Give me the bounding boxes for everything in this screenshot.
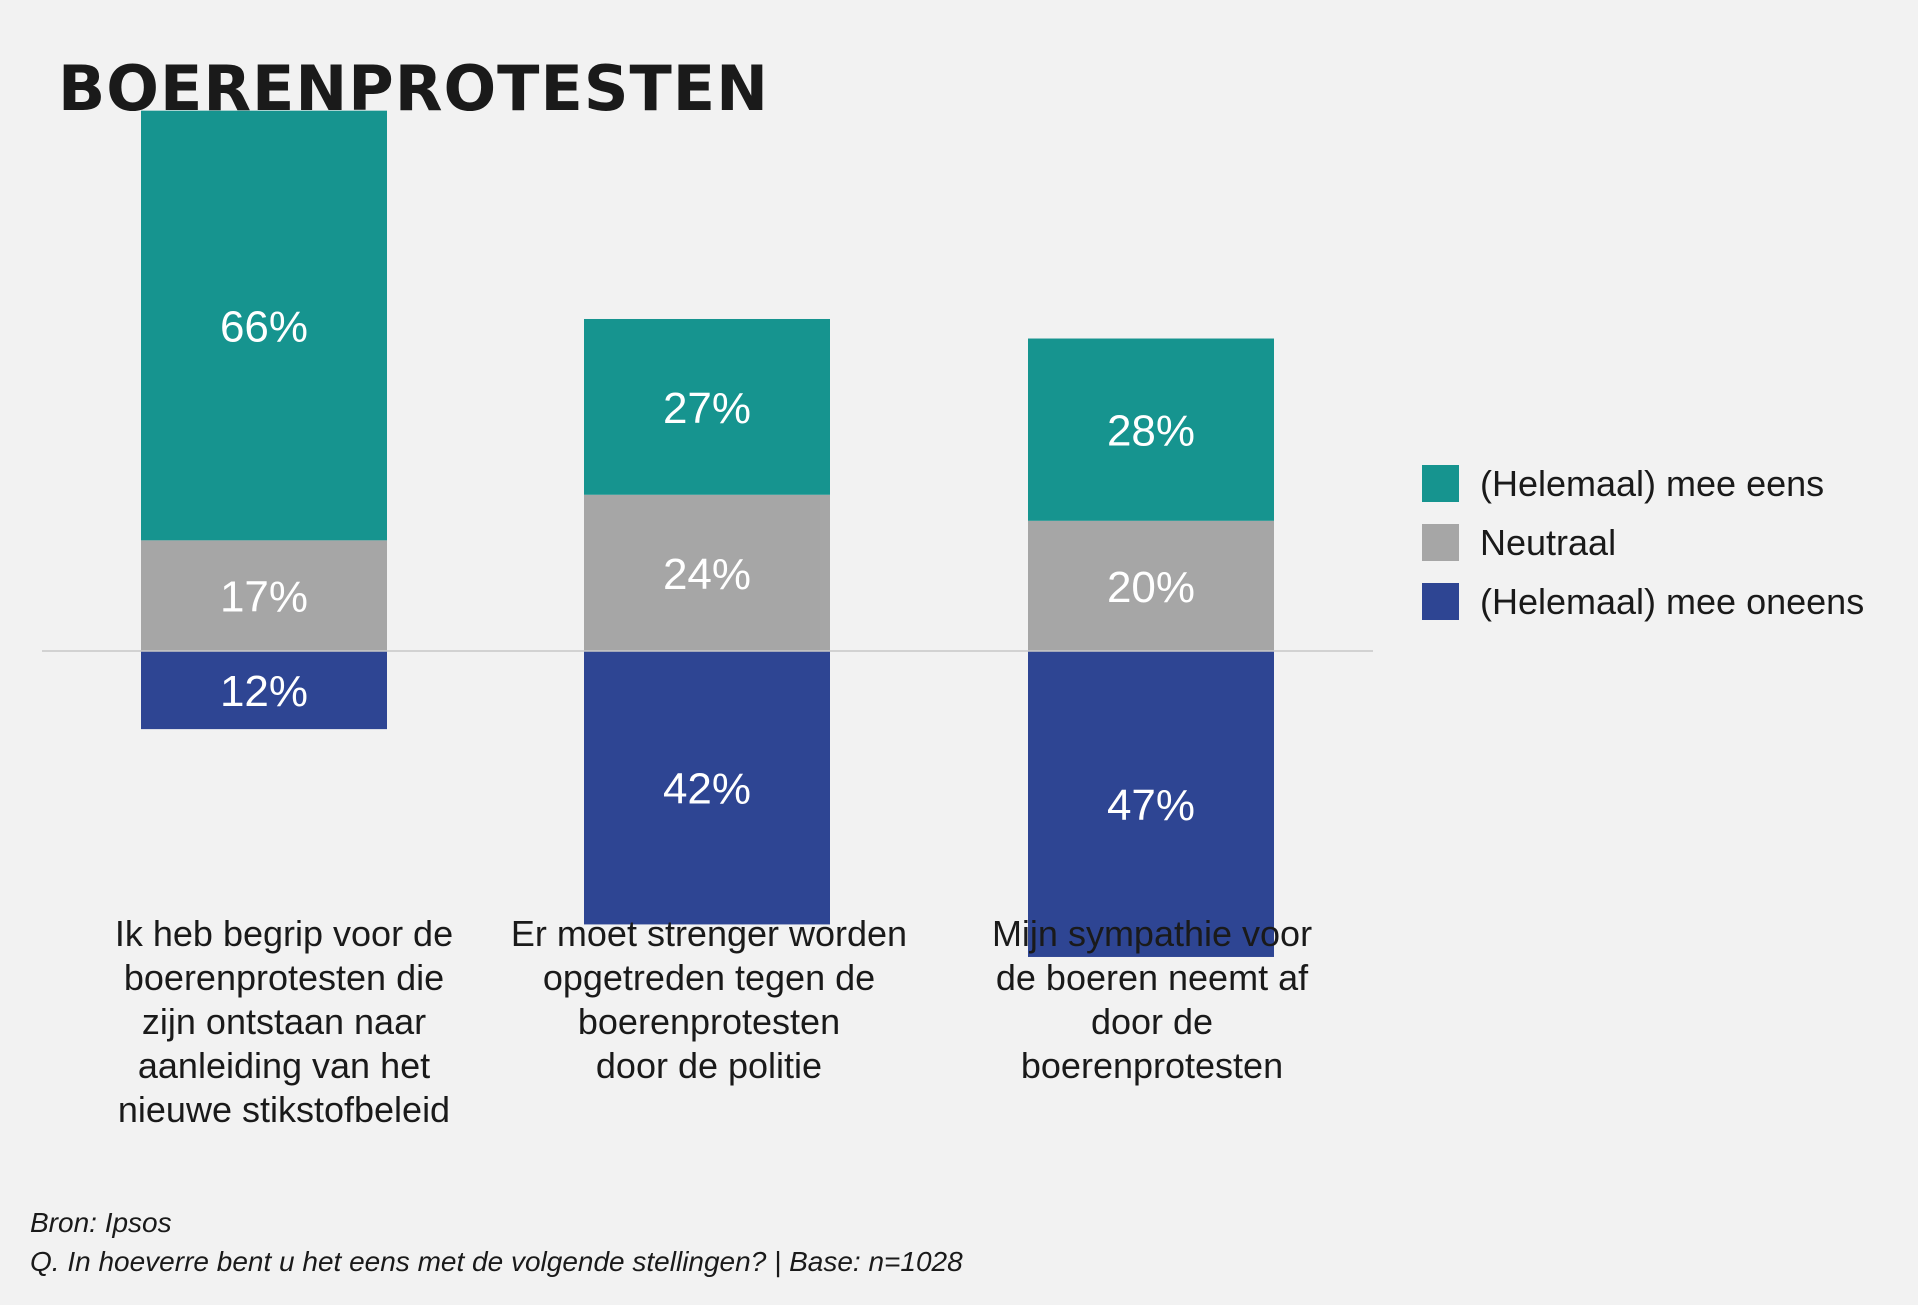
bar-disagree-2 [584,651,830,925]
value-label-agree-1: 66% [220,303,308,352]
value-label-agree-3: 28% [1107,407,1195,456]
value-label-disagree-3: 47% [1107,781,1195,830]
chart-title: BOERENPROTESTEN [58,52,770,125]
category-label-3: Mijn sympathie voor de boeren neemt af d… [991,913,1313,1086]
bar-agree-1 [141,110,387,541]
legend-label-agree: (Helemaal) mee eens [1480,462,1825,504]
bar-agree-3 [1028,338,1274,521]
source-note: Bron: Ipsos [30,1207,172,1238]
bar-neutral-3 [1028,520,1274,651]
bar-agree-2 [584,318,830,495]
legend-label-neutral: Neutraal [1480,521,1617,563]
category-label-2: Er moet strenger worden opgetreden tegen… [510,913,908,1086]
legend-swatch-agree [1422,465,1459,502]
category-label-1: Ik heb begrip voor de boerenprotesten di… [114,913,454,1130]
bar-disagree-1 [141,651,387,730]
legend-swatch-disagree [1422,583,1459,620]
bar-neutral-1 [141,540,387,651]
legend-item-disagree: (Helemaal) mee oneens [1422,572,1864,631]
legend-item-neutral: Neutraal [1422,513,1864,572]
bar-neutral-2 [584,494,830,651]
legend-item-agree: (Helemaal) mee eens [1422,454,1864,513]
legend-label-disagree: (Helemaal) mee oneens [1480,580,1865,622]
legend: (Helemaal) mee eens Neutraal (Helemaal) … [1422,454,1864,631]
bar-disagree-3 [1028,651,1274,957]
value-label-disagree-2: 42% [663,765,751,814]
value-label-agree-2: 27% [663,384,751,433]
value-label-neutral-1: 17% [220,573,308,622]
value-label-disagree-1: 12% [220,667,308,716]
footer: Bron: Ipsos Q. In hoeverre bent u het ee… [30,1203,963,1281]
question-note: Q. In hoeverre bent u het eens met de vo… [30,1246,963,1277]
value-label-neutral-2: 24% [663,550,751,599]
legend-swatch-neutral [1422,524,1459,561]
value-label-neutral-3: 20% [1107,563,1195,612]
